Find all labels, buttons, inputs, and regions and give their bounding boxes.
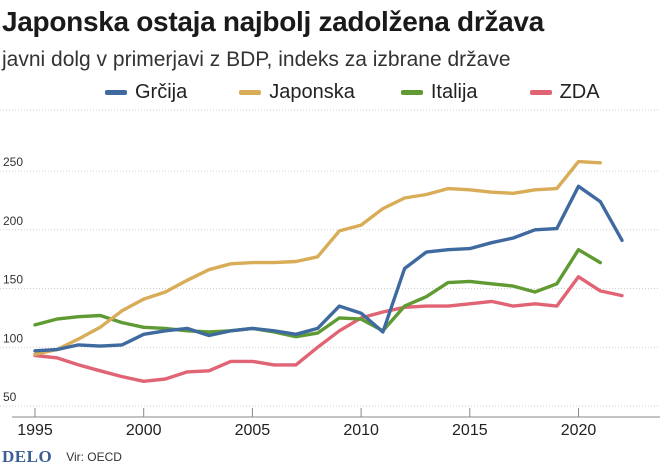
y-tick-label-150: 150 (3, 273, 23, 287)
legend-label-japonska: Japonska (269, 80, 355, 103)
x-tick-label-1995: 1995 (17, 422, 53, 439)
x-tick-label-2005: 2005 (235, 422, 271, 439)
source-note: Vir: OECD (66, 450, 122, 464)
legend-swatch-zda (529, 89, 552, 95)
y-tick-label-250: 250 (3, 155, 23, 169)
series-line-grčija (33, 184, 624, 353)
legend-swatch-italija (400, 89, 423, 95)
legend-swatch-japonska (239, 89, 262, 95)
y-tick-label-200: 200 (3, 214, 23, 228)
legend-label-grcija: Grčija (135, 80, 188, 103)
legend-item-japonska: Japonska (239, 81, 355, 104)
chart-subtitle: javni dolg v primerjavi z BDP, indeks za… (2, 48, 511, 71)
delo-logo: DELO (2, 447, 53, 466)
chart-legend: Grčija Japonska Italija ZDA (105, 80, 600, 104)
y-tick-label-50: 50 (3, 390, 17, 404)
series-line-zda (33, 275, 624, 383)
x-tick-label-2015: 2015 (452, 422, 488, 439)
series-line-italija (33, 248, 602, 339)
x-tick-label-2020: 2020 (561, 422, 597, 439)
legend-label-zda: ZDA (559, 80, 600, 103)
legend-item-grcija: Grčija (105, 81, 187, 104)
legend-swatch-grcija (105, 89, 127, 95)
legend-label-italija: Italija (430, 80, 478, 103)
y-tick-label-100: 100 (3, 331, 23, 345)
series-line-japonska (33, 159, 602, 356)
page-title: Japonska ostaja najbolj zadolžena država (2, 6, 544, 37)
legend-item-italija: Italija (400, 80, 478, 104)
x-tick-label-2010: 2010 (343, 422, 379, 439)
x-tick-label-2000: 2000 (126, 422, 162, 439)
footer: DELO Vir: OECD (0, 442, 660, 472)
legend-item-zda: ZDA (529, 80, 600, 104)
